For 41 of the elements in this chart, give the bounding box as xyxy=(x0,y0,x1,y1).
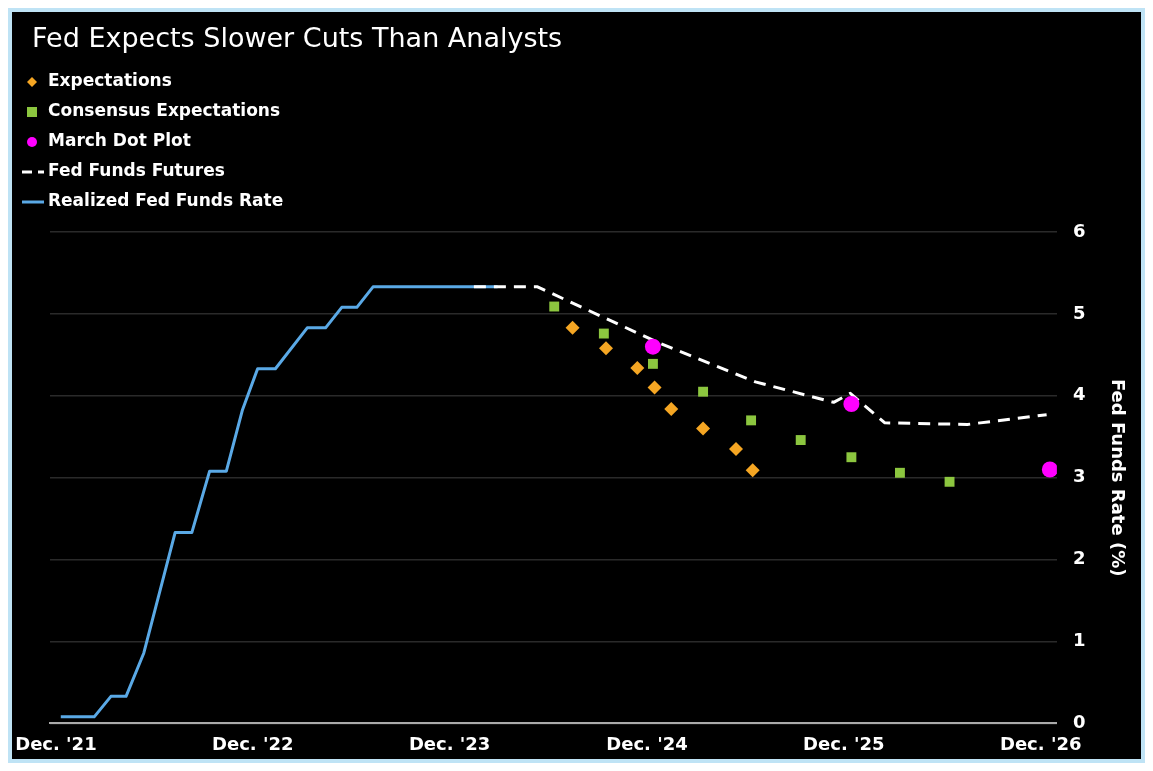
y-tick-label: 1 xyxy=(1072,629,1086,651)
y-tick-label: 3 xyxy=(1072,465,1086,487)
legend-label: March Dot Plot xyxy=(48,130,191,151)
point xyxy=(795,435,806,445)
point xyxy=(647,358,658,369)
y-tick-label: 2 xyxy=(1072,547,1086,569)
x-tick-label: Dec. '24 xyxy=(606,732,688,754)
point xyxy=(728,442,743,457)
legend-label: Realized Fed Funds Rate xyxy=(48,190,284,211)
point xyxy=(894,467,905,478)
y-tick-label: 5 xyxy=(1072,301,1086,323)
chart-title: Fed Expects Slower Cuts Than Analysts xyxy=(31,21,564,55)
point xyxy=(698,386,709,397)
x-tick-label: Dec. '22 xyxy=(212,732,294,754)
point xyxy=(1041,461,1057,478)
line-series xyxy=(472,285,1049,426)
legend-label: Expectations xyxy=(48,70,172,91)
legend-label: Consensus Expectations xyxy=(48,100,281,121)
legend-label: Fed Funds Futures xyxy=(48,160,225,181)
x-tick-label: Dec. '23 xyxy=(408,732,491,754)
point xyxy=(644,338,661,355)
x-tick-label: Dec. '21 xyxy=(15,732,97,754)
point xyxy=(599,341,614,356)
point xyxy=(598,328,609,339)
y-tick-label: 6 xyxy=(1072,219,1086,241)
point xyxy=(745,463,760,478)
point xyxy=(846,452,857,463)
y-tick-label: 4 xyxy=(1072,383,1086,405)
point xyxy=(647,380,662,395)
point xyxy=(944,476,955,487)
point xyxy=(843,395,860,412)
y-axis-title: Fed Funds Rate (%) xyxy=(1107,379,1129,577)
point xyxy=(664,401,679,416)
y-tick-label: 0 xyxy=(1072,711,1086,733)
point xyxy=(630,360,645,375)
x-tick-label: Dec. '25 xyxy=(803,732,885,754)
x-tick-label: Dec. '26 xyxy=(999,732,1082,754)
point xyxy=(746,415,757,426)
point xyxy=(549,301,560,312)
point xyxy=(565,320,580,335)
point xyxy=(696,421,711,436)
